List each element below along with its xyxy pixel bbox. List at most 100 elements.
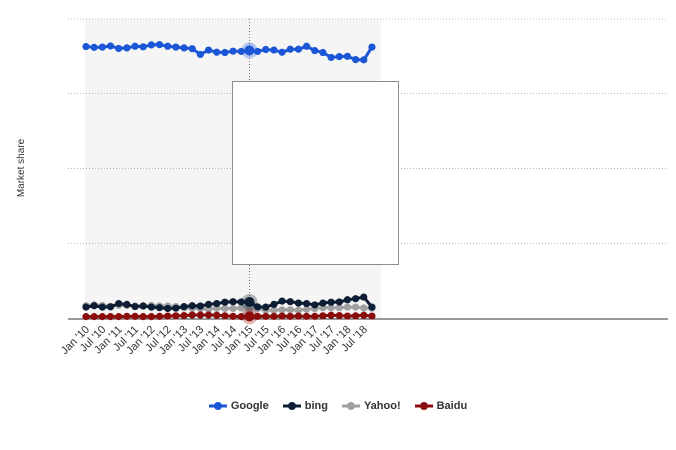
data-point-google [237, 47, 245, 56]
data-point-google [302, 42, 311, 50]
data-point-bing [229, 298, 237, 306]
data-point-google [262, 45, 270, 54]
data-point-baidu [286, 312, 294, 320]
data-point-yahoo [352, 303, 360, 311]
data-point-bing [90, 302, 98, 310]
data-point-bing [368, 303, 376, 311]
data-point-google [278, 48, 286, 56]
data-point-bing [343, 296, 352, 304]
data-point-bing [164, 304, 172, 313]
data-point-baidu [180, 311, 188, 320]
data-point-baidu [172, 312, 180, 320]
data-point-baidu [343, 312, 352, 320]
data-point-bing [213, 299, 221, 308]
data-point-baidu [278, 312, 286, 320]
data-point-google [319, 48, 327, 57]
data-point-bing [139, 302, 147, 310]
data-point-baidu [368, 312, 376, 320]
data-point-highlighted-google [244, 45, 255, 56]
data-point-baidu [82, 313, 90, 321]
legend-label-bing: bing [304, 400, 328, 412]
data-point-yahoo [327, 304, 335, 312]
data-point-baidu [213, 311, 221, 319]
legend-label-google: Google [230, 400, 269, 412]
data-point-google [82, 42, 90, 51]
legend-item-google[interactable]: Google [208, 400, 269, 412]
data-point-google [360, 56, 368, 64]
background-band [85, 19, 120, 318]
data-point-baidu [237, 313, 245, 321]
legend-item-yahoo[interactable]: Yahoo! [341, 400, 401, 412]
data-point-baidu [131, 312, 139, 320]
data-point-bing [221, 298, 229, 306]
data-point-baidu [302, 312, 311, 320]
data-point-baidu [115, 313, 123, 321]
data-point-baidu [253, 312, 262, 320]
tooltip-box [232, 81, 399, 265]
data-point-baidu [360, 311, 368, 319]
data-point-bing [270, 300, 278, 308]
data-point-baidu [155, 312, 164, 320]
data-point-bing [262, 303, 270, 311]
data-point-baidu [352, 312, 360, 320]
data-point-baidu [204, 311, 213, 319]
data-point-google [155, 41, 164, 49]
data-point-google [270, 46, 278, 54]
data-point-google [123, 44, 131, 52]
data-point-google [286, 45, 294, 53]
data-point-yahoo [294, 306, 303, 314]
legend-item-baidu[interactable]: Baidu [414, 400, 467, 412]
data-point-baidu [196, 311, 204, 319]
data-point-baidu [294, 312, 303, 320]
data-point-bing [172, 304, 180, 312]
data-point-bing [335, 298, 343, 306]
data-point-yahoo [286, 306, 294, 314]
data-point-google [352, 56, 360, 64]
data-point-google [204, 46, 213, 54]
data-point-baidu [270, 312, 278, 320]
series-baidu [82, 308, 376, 325]
data-point-yahoo [278, 306, 286, 314]
data-point-yahoo [229, 304, 237, 313]
data-point-google [196, 50, 204, 59]
data-point-google [327, 53, 335, 62]
data-point-bing [204, 300, 213, 308]
data-point-google [115, 44, 123, 53]
data-point-google [311, 47, 319, 55]
data-point-bing [188, 302, 196, 310]
data-point-baidu [98, 313, 106, 321]
data-point-bing [360, 293, 368, 301]
data-point-google [343, 52, 352, 60]
data-point-bing [286, 298, 294, 306]
data-point-baidu [229, 312, 237, 320]
data-point-google [180, 44, 188, 52]
data-point-google [221, 48, 229, 57]
data-point-baidu [327, 311, 335, 319]
data-point-google [368, 43, 376, 51]
data-point-google [164, 42, 172, 50]
legend: Google bing Yahoo! Baidu [0, 400, 676, 412]
data-point-google [294, 45, 303, 53]
data-point-baidu [262, 312, 270, 320]
data-point-yahoo [335, 304, 343, 312]
data-point-bing [155, 304, 164, 312]
data-point-baidu [139, 313, 147, 321]
data-point-baidu [319, 312, 327, 320]
data-point-baidu [106, 313, 115, 321]
legend-swatch-yahoo [341, 401, 360, 411]
data-point-highlighted-bing [244, 296, 255, 307]
data-point-bing [106, 303, 115, 311]
data-point-google [172, 43, 180, 51]
data-point-bing [180, 302, 188, 311]
data-point-baidu [311, 312, 319, 320]
legend-swatch-bing [282, 401, 301, 411]
data-point-yahoo [343, 303, 352, 311]
data-point-google [188, 45, 196, 53]
data-point-baidu [335, 311, 343, 320]
data-point-bing [82, 303, 90, 311]
legend-item-bing[interactable]: bing [282, 400, 328, 412]
data-point-yahoo [237, 304, 245, 312]
data-point-google [213, 48, 221, 56]
legend-swatch-google [208, 401, 227, 411]
